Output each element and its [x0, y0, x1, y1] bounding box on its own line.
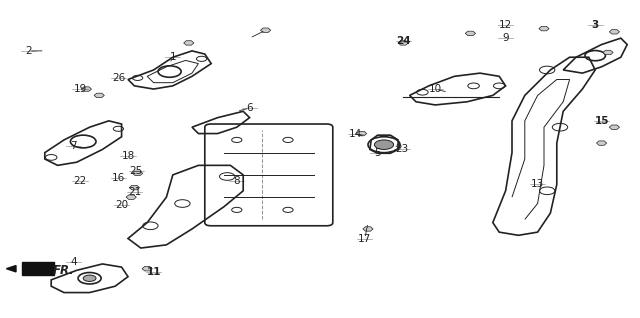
Text: 3: 3 [591, 20, 599, 31]
Text: 10: 10 [429, 84, 442, 94]
Text: 12: 12 [499, 20, 512, 31]
Polygon shape [126, 195, 136, 199]
Polygon shape [603, 50, 613, 55]
Polygon shape [6, 266, 16, 272]
Text: FR.: FR. [53, 264, 75, 277]
Polygon shape [356, 131, 367, 136]
Text: 2: 2 [26, 46, 32, 56]
Polygon shape [22, 262, 54, 275]
Text: 7: 7 [70, 141, 77, 151]
Polygon shape [596, 141, 607, 145]
Text: 22: 22 [74, 176, 86, 186]
Circle shape [374, 140, 394, 149]
Polygon shape [142, 266, 152, 271]
Polygon shape [129, 185, 140, 190]
Text: 15: 15 [595, 116, 609, 126]
Text: 21: 21 [128, 187, 141, 197]
Circle shape [83, 275, 96, 281]
Text: 25: 25 [130, 166, 143, 176]
Polygon shape [363, 227, 373, 231]
Text: 16: 16 [112, 173, 125, 183]
Polygon shape [465, 31, 476, 36]
Text: 8: 8 [234, 176, 240, 186]
Polygon shape [260, 28, 271, 32]
Text: 24: 24 [396, 36, 410, 46]
Polygon shape [539, 26, 549, 31]
Text: 6: 6 [246, 103, 253, 113]
Polygon shape [398, 41, 408, 45]
Text: 26: 26 [112, 73, 125, 83]
Polygon shape [132, 171, 143, 176]
Text: 9: 9 [502, 33, 509, 43]
Text: 23: 23 [396, 144, 408, 155]
Text: 5: 5 [374, 148, 381, 158]
Polygon shape [94, 93, 104, 98]
Polygon shape [81, 87, 92, 91]
Text: 1: 1 [170, 52, 176, 62]
Text: 19: 19 [74, 84, 86, 94]
Text: 4: 4 [70, 257, 77, 267]
Text: 17: 17 [358, 233, 371, 244]
Text: 11: 11 [147, 267, 161, 277]
Text: 14: 14 [349, 128, 362, 139]
Text: 20: 20 [115, 200, 128, 210]
Polygon shape [609, 30, 620, 34]
Text: 18: 18 [122, 151, 134, 161]
Polygon shape [609, 125, 620, 129]
Text: 13: 13 [531, 179, 544, 190]
Polygon shape [184, 41, 194, 45]
